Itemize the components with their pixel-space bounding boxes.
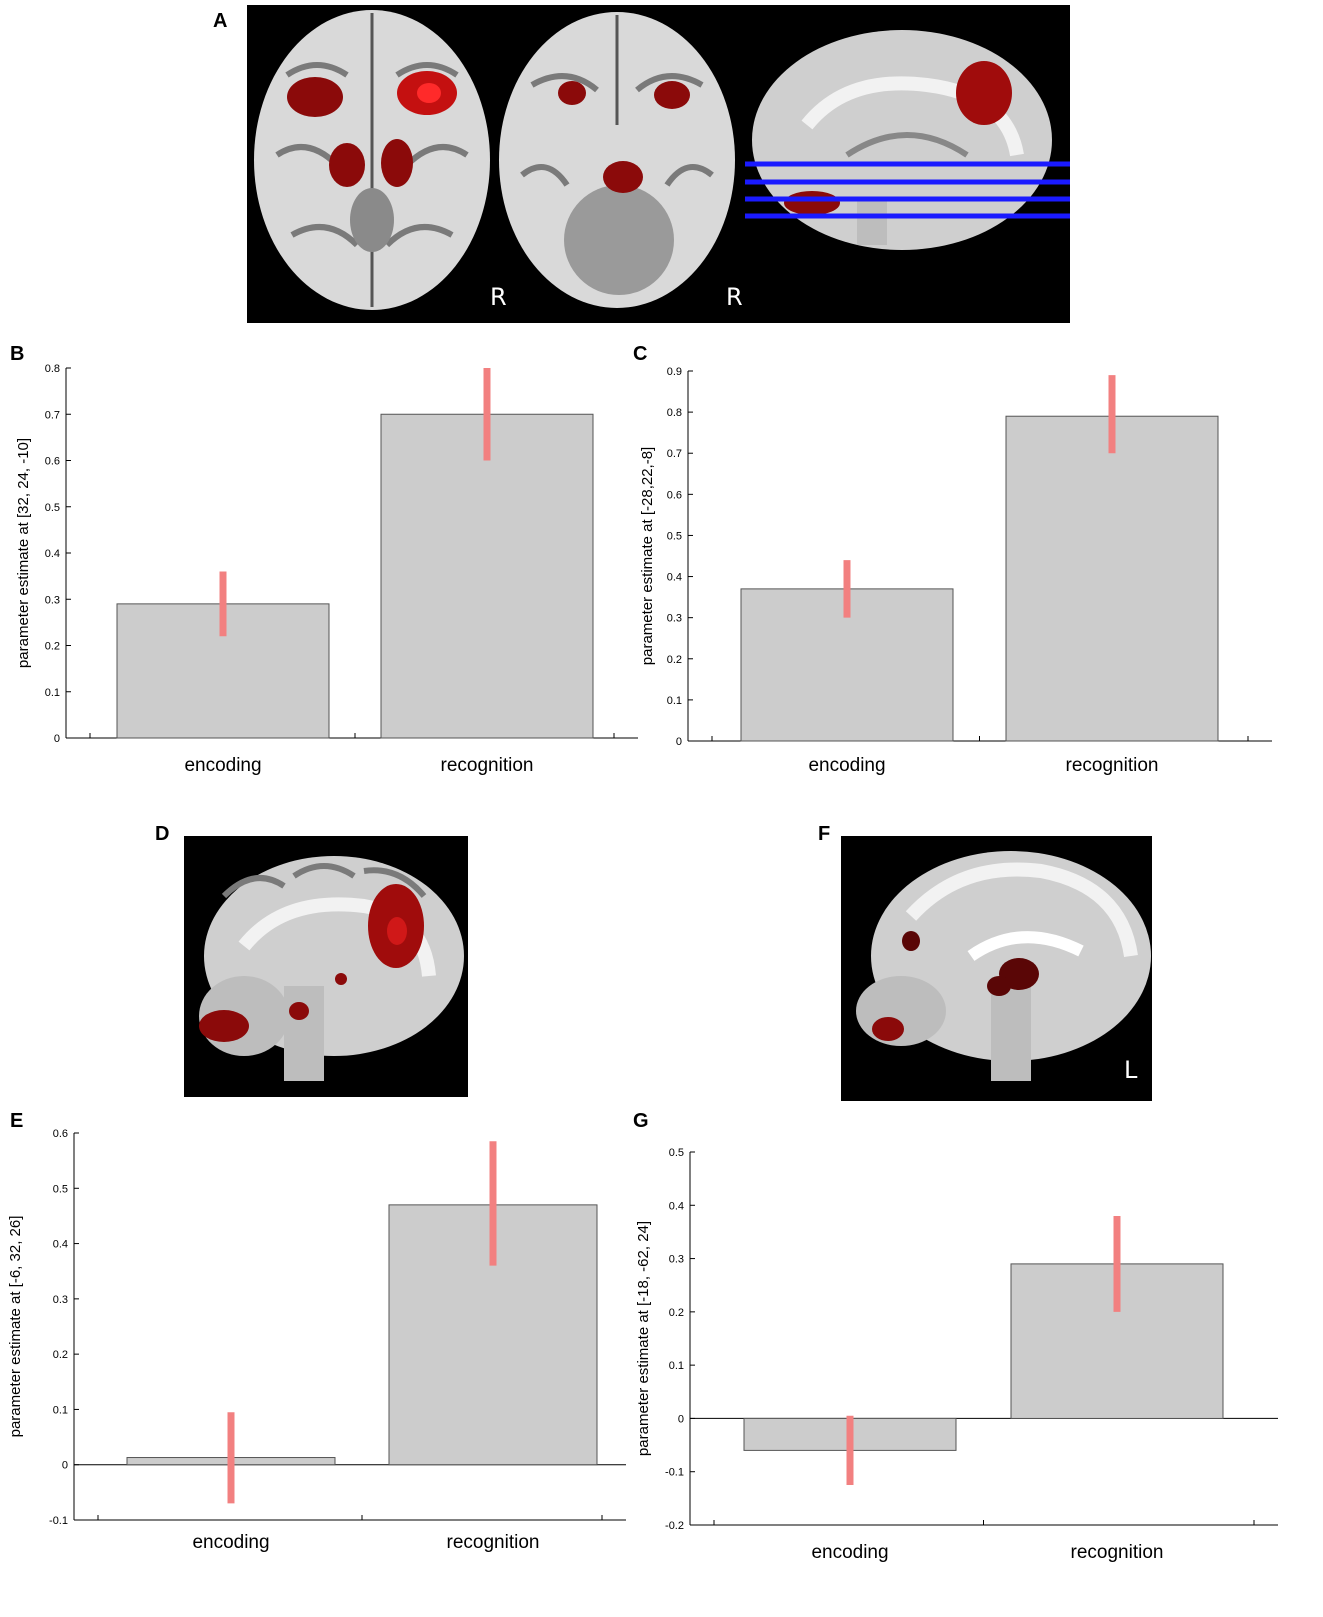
activation-blob: [902, 931, 920, 951]
activation-blob: [381, 139, 413, 187]
y-tick-label: 0.2: [669, 1307, 684, 1319]
y-tick-label: 0.7: [667, 448, 682, 460]
y-tick-label: 0.7: [45, 409, 60, 421]
y-tick-label: -0.2: [665, 1520, 684, 1532]
panel-label-f: F: [818, 823, 831, 845]
y-tick-label: 0.9: [667, 366, 682, 378]
y-tick-label: 0.2: [45, 641, 60, 653]
activation-blob: [654, 81, 690, 109]
panel-label-d: D: [155, 823, 170, 845]
activation-blob: [329, 143, 365, 187]
y-tick-label: 0.6: [45, 456, 60, 468]
bar-recognition: [380, 413, 594, 739]
y-tick-label: 0.5: [667, 530, 682, 542]
activation-blob: [872, 1017, 904, 1041]
category-label: encoding: [184, 755, 261, 776]
y-tick-label: 0.8: [45, 363, 60, 375]
category-label: encoding: [192, 1532, 269, 1553]
orientation-label-l: L: [1124, 1056, 1138, 1084]
y-tick-label: 0: [678, 1413, 684, 1425]
activation-blob: [287, 77, 343, 117]
y-tick-label: 0.5: [669, 1147, 684, 1159]
y-tick-label: 0.1: [45, 687, 60, 699]
y-tick-label: 0.5: [45, 502, 60, 514]
y-tick-label: 0.4: [53, 1239, 68, 1251]
brain-sagittal-image-d: [184, 836, 468, 1097]
bar-recognition: [1005, 415, 1219, 742]
category-label: recognition: [447, 1532, 540, 1553]
y-tick-label: 0: [676, 736, 682, 748]
category-label: encoding: [811, 1542, 888, 1563]
y-tick-label: 0: [62, 1460, 68, 1472]
y-tick-label: 0.2: [667, 654, 682, 666]
category-label: recognition: [1066, 755, 1159, 776]
activation-blob: [956, 61, 1012, 125]
brain-d-drawing: [199, 856, 464, 1081]
y-tick-label: 0.1: [667, 695, 682, 707]
y-tick-label: -0.1: [665, 1467, 684, 1479]
y-tick-label: 0.4: [667, 572, 682, 584]
y-tick-label: 0.2: [53, 1349, 68, 1361]
y-tick-label: 0.5: [53, 1183, 68, 1195]
y-tick-label: 0.3: [53, 1294, 68, 1306]
orientation-label-r: R: [490, 283, 507, 311]
panel-label-a: A: [213, 10, 228, 32]
y-tick-label: 0: [54, 733, 60, 745]
y-tick-label: 0.3: [667, 613, 682, 625]
orientation-label-r: R: [726, 283, 743, 311]
y-axis-label: parameter estimate at [-28,22,-8]: [639, 447, 656, 665]
activation-blob: [987, 976, 1011, 996]
panel-label-b: B: [10, 343, 25, 365]
y-tick-label: 0.6: [53, 1128, 68, 1140]
y-tick-label: 0.6: [667, 489, 682, 501]
activation-blob: [289, 1002, 309, 1020]
y-tick-label: 0.4: [669, 1200, 684, 1212]
y-tick-label: 0.4: [45, 548, 60, 560]
category-label: encoding: [808, 755, 885, 776]
y-tick-label: 0.3: [45, 594, 60, 606]
y-tick-label: 0.1: [669, 1360, 684, 1372]
brain-slices-drawing: R R: [254, 10, 1070, 311]
panel-label-e: E: [10, 1110, 24, 1132]
panel-label-c: C: [633, 343, 648, 365]
brain-sagittal-image-f: L: [841, 836, 1152, 1101]
activation-blob: [558, 81, 586, 105]
y-tick-label: 0.3: [669, 1254, 684, 1266]
activation-blob: [335, 973, 347, 985]
y-tick-label: 0.8: [667, 407, 682, 419]
brain-f-drawing: L: [856, 851, 1151, 1084]
category-label: recognition: [441, 755, 534, 776]
activation-blob: [199, 1010, 249, 1042]
panel-label-g: G: [633, 1110, 649, 1132]
category-label: recognition: [1071, 1542, 1164, 1563]
y-axis-label: parameter estimate at [32, 24, -10]: [15, 438, 32, 668]
y-axis-label: parameter estimate at [-18, -62, 24]: [635, 1221, 652, 1456]
brain-slices-image-a: R R: [247, 5, 1070, 323]
activation-blob: [603, 161, 643, 193]
y-tick-label: 0.1: [53, 1404, 68, 1416]
y-axis-label: parameter estimate at [-6, 32, 26]: [7, 1216, 24, 1438]
y-tick-label: -0.1: [49, 1515, 68, 1527]
